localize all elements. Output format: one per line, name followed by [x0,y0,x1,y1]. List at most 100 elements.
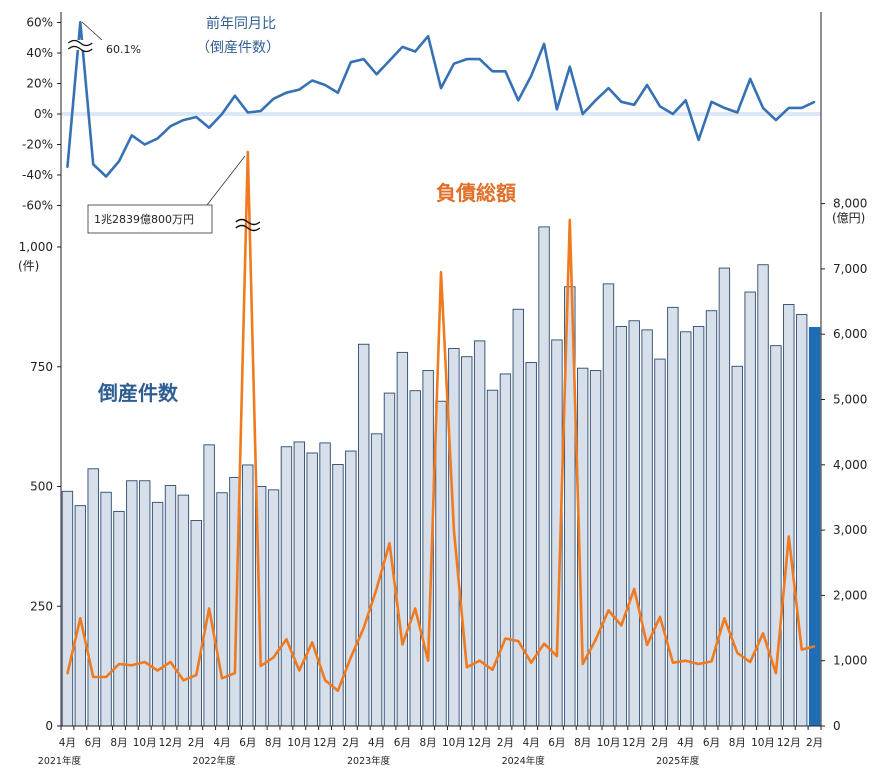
debt-point [272,656,275,659]
debt-tick-label: 5,000 [833,393,867,407]
debt-point [504,637,507,640]
debt-point [92,676,94,678]
axis-break-gap [68,40,93,50]
yoy-point [594,99,597,102]
debt-point [788,535,790,538]
yoy-point [762,107,764,109]
bar [628,320,640,727]
month-label: 4月 [677,737,694,749]
bar [512,308,524,727]
debt-point [79,617,82,620]
debt-point [414,607,417,610]
month-label: 6月 [239,737,256,749]
debt-point [440,271,442,274]
month-label: 6月 [703,737,720,749]
debt-point [813,645,816,648]
yoy-point [543,43,545,45]
bar [113,510,125,727]
debt-point [156,669,159,672]
debt-point [234,672,236,674]
axes: 60% 40% 20% 0% -20% -40% -60% 0 250 500 750 1,000 0 1… [19,12,867,767]
count-tick-label: 1,000 [19,240,53,254]
debt-point [350,656,352,659]
yoy-point [736,111,739,114]
debt-point [723,617,726,620]
debt-point [388,542,391,544]
yoy-tick-label: 20% [26,77,53,91]
yoy-point [182,119,185,121]
yoy-point [466,58,468,60]
bar [705,310,718,727]
debt-point [337,689,339,692]
debt-tick-label: 1,000 [833,654,867,668]
debt-point [208,607,210,610]
bar [358,343,370,727]
bar [808,327,821,727]
bar [126,480,138,727]
yoy-tick-label: -60% [22,199,53,213]
debt-point [672,661,674,664]
debt-point [375,588,378,590]
debt-tick-label: 8,000 [833,197,867,211]
yoy-tick-label: 40% [26,46,53,60]
bar [87,468,99,727]
bar [783,304,795,727]
month-label: 10月 [287,737,311,749]
bar [409,390,421,727]
yoy-point [195,116,198,118]
bar [615,326,628,727]
yoy-tick-label: -40% [22,168,53,182]
month-label: 8月 [265,737,282,749]
yoy-point [337,91,339,94]
month-label: 8月 [574,737,591,749]
debt-point [710,660,713,663]
debt-point [556,655,558,657]
bar [795,314,808,727]
bar [641,329,653,727]
yoy-line [66,20,816,178]
yoy-point [800,107,803,109]
bar [473,340,486,727]
debt-tick-label: 6,000 [833,327,867,341]
debt-point [105,676,107,678]
yoy-point [697,139,700,141]
yoy-point [66,166,69,169]
debt-annotation-label: 1兆2839億800万円 [94,213,194,226]
debt-point [66,673,69,675]
bar [602,283,615,727]
debt-point [298,669,301,672]
bar [345,450,357,727]
fiscal-year-label: 2025年度 [656,755,700,767]
yoy-point [324,84,326,86]
bar [654,358,666,727]
month-label: 10月 [751,737,775,749]
fiscal-year-label: 2024年度 [502,755,546,767]
debt-tick-label: 0 [833,719,841,733]
yoy-point [530,75,532,77]
yoy-point [581,113,584,115]
debt-point [401,643,404,646]
debt-tick-label: 7,000 [833,262,867,276]
debt-point [311,641,314,644]
yoy-line-series [66,20,816,178]
yoy-point [659,105,661,108]
month-label: 8月 [729,737,746,749]
debt-point [543,642,545,645]
bar [164,485,177,727]
debt-point [530,661,532,664]
fiscal-year-label: 2023年度 [347,755,391,767]
yoy-point [569,65,571,68]
bar [151,501,164,727]
yoy-point [775,119,777,121]
yoy-point [388,59,391,62]
month-label: 4月 [368,737,385,749]
yoy-point [375,73,378,76]
debt-annotation: 1兆2839億800万円 [87,155,246,234]
yoy-point [607,87,610,89]
count-tick-label: 0 [45,719,53,733]
count-unit-label: (件) [18,259,39,273]
yoy-point [311,79,314,82]
debt-point [453,529,455,531]
month-label: 8月 [420,737,437,749]
